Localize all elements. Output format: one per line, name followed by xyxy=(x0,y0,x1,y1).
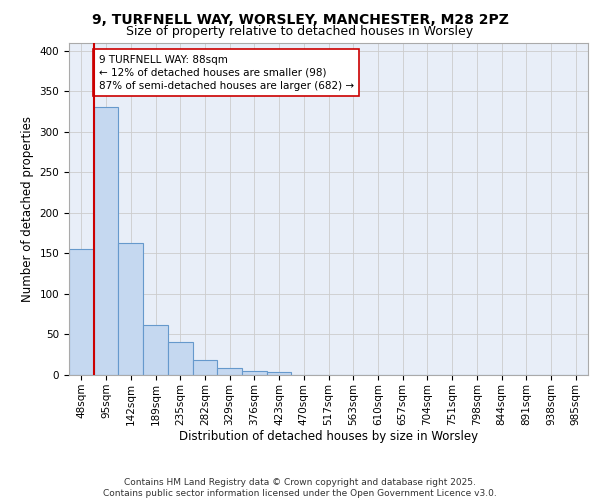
X-axis label: Distribution of detached houses by size in Worsley: Distribution of detached houses by size … xyxy=(179,430,478,444)
Text: 9 TURFNELL WAY: 88sqm
← 12% of detached houses are smaller (98)
87% of semi-deta: 9 TURFNELL WAY: 88sqm ← 12% of detached … xyxy=(98,54,354,91)
Bar xyxy=(267,372,292,375)
Bar xyxy=(143,324,168,375)
Bar xyxy=(118,243,143,375)
Bar xyxy=(217,368,242,375)
Bar xyxy=(168,342,193,375)
Text: Contains HM Land Registry data © Crown copyright and database right 2025.
Contai: Contains HM Land Registry data © Crown c… xyxy=(103,478,497,498)
Bar xyxy=(94,108,118,375)
Bar xyxy=(193,360,217,375)
Text: Size of property relative to detached houses in Worsley: Size of property relative to detached ho… xyxy=(127,25,473,38)
Text: 9, TURFNELL WAY, WORSLEY, MANCHESTER, M28 2PZ: 9, TURFNELL WAY, WORSLEY, MANCHESTER, M2… xyxy=(92,12,508,26)
Y-axis label: Number of detached properties: Number of detached properties xyxy=(21,116,34,302)
Bar xyxy=(69,250,94,375)
Bar xyxy=(242,371,267,375)
